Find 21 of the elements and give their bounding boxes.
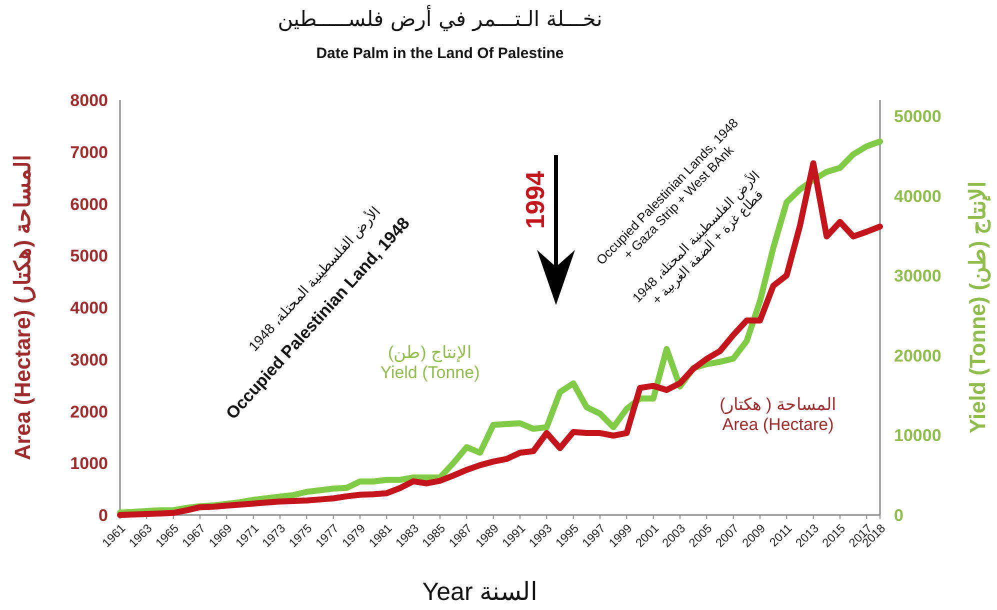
y2-tick-label: 0 — [894, 506, 904, 525]
y-tick-label: 8000 — [70, 91, 108, 110]
y-tick-label: 0 — [98, 506, 108, 525]
y-tick-label: 1000 — [70, 454, 108, 474]
chart-subtitle: Date Palm in the Land Of Palestine — [316, 45, 564, 62]
annotation: 1994 — [520, 170, 550, 229]
y2-tick-label: 50000 — [894, 106, 942, 126]
y-tick-label: 3000 — [70, 350, 108, 370]
y-tick-label: 7000 — [70, 142, 108, 162]
y-tick-label: 5000 — [70, 246, 108, 266]
y-tick-label: 6000 — [70, 194, 108, 214]
y2-tick-label: 10000 — [894, 426, 942, 446]
chart-title: نخـــلة الـتـــمر في أرض فلســـــطين — [278, 5, 602, 32]
y2-axis-title: Yield (Tonne) الإنتاج (طن) — [965, 182, 992, 434]
y-axis-title: Area (Hectare) المساحة (هكتار) — [10, 154, 36, 460]
y2-tick-label: 40000 — [894, 186, 942, 206]
y-tick-label: 2000 — [70, 402, 108, 422]
y-tick-label: 4000 — [70, 298, 108, 318]
y2-tick-label: 30000 — [894, 266, 942, 286]
y2-tick-label: 20000 — [894, 346, 942, 366]
x-axis-title: Year السنة — [422, 578, 538, 606]
